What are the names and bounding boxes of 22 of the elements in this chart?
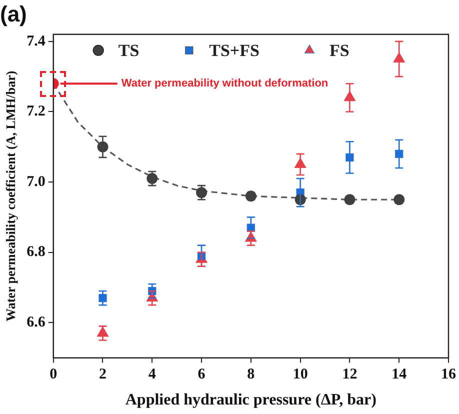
y-tick-label: 7.0 — [26, 174, 46, 190]
x-tick-label: 14 — [392, 366, 408, 383]
chart-title: (a) — [0, 1, 27, 26]
y-tick-label: 7.2 — [26, 104, 46, 120]
annotation: Water permeability without deformation — [121, 78, 328, 90]
x-axis-title: Applied hydraulic pressure (ΔP, bar) — [125, 392, 376, 409]
legend-label: TS — [118, 40, 140, 60]
x-tick-label: 10 — [292, 366, 308, 383]
x-tick-label: 4 — [148, 366, 156, 383]
x-tick-label: 12 — [342, 366, 358, 383]
x-tick-label: 2 — [98, 366, 106, 383]
y-tick-label: 6.6 — [26, 314, 46, 331]
y-tick-label: 7.4 — [26, 33, 46, 50]
x-tick-label: 6 — [198, 366, 206, 383]
legend-label: FS — [329, 40, 350, 60]
y-tick-label: 6.8 — [26, 244, 46, 260]
x-tick-label: 0 — [50, 366, 58, 383]
x-tick-label: 16 — [441, 366, 456, 383]
x-tick-label: 8 — [247, 366, 255, 383]
y-axis-title: Water permeability coefficient (A, LMH/bar) — [3, 70, 18, 322]
point — [196, 187, 208, 198]
legend-label: TS+FS — [209, 40, 260, 60]
